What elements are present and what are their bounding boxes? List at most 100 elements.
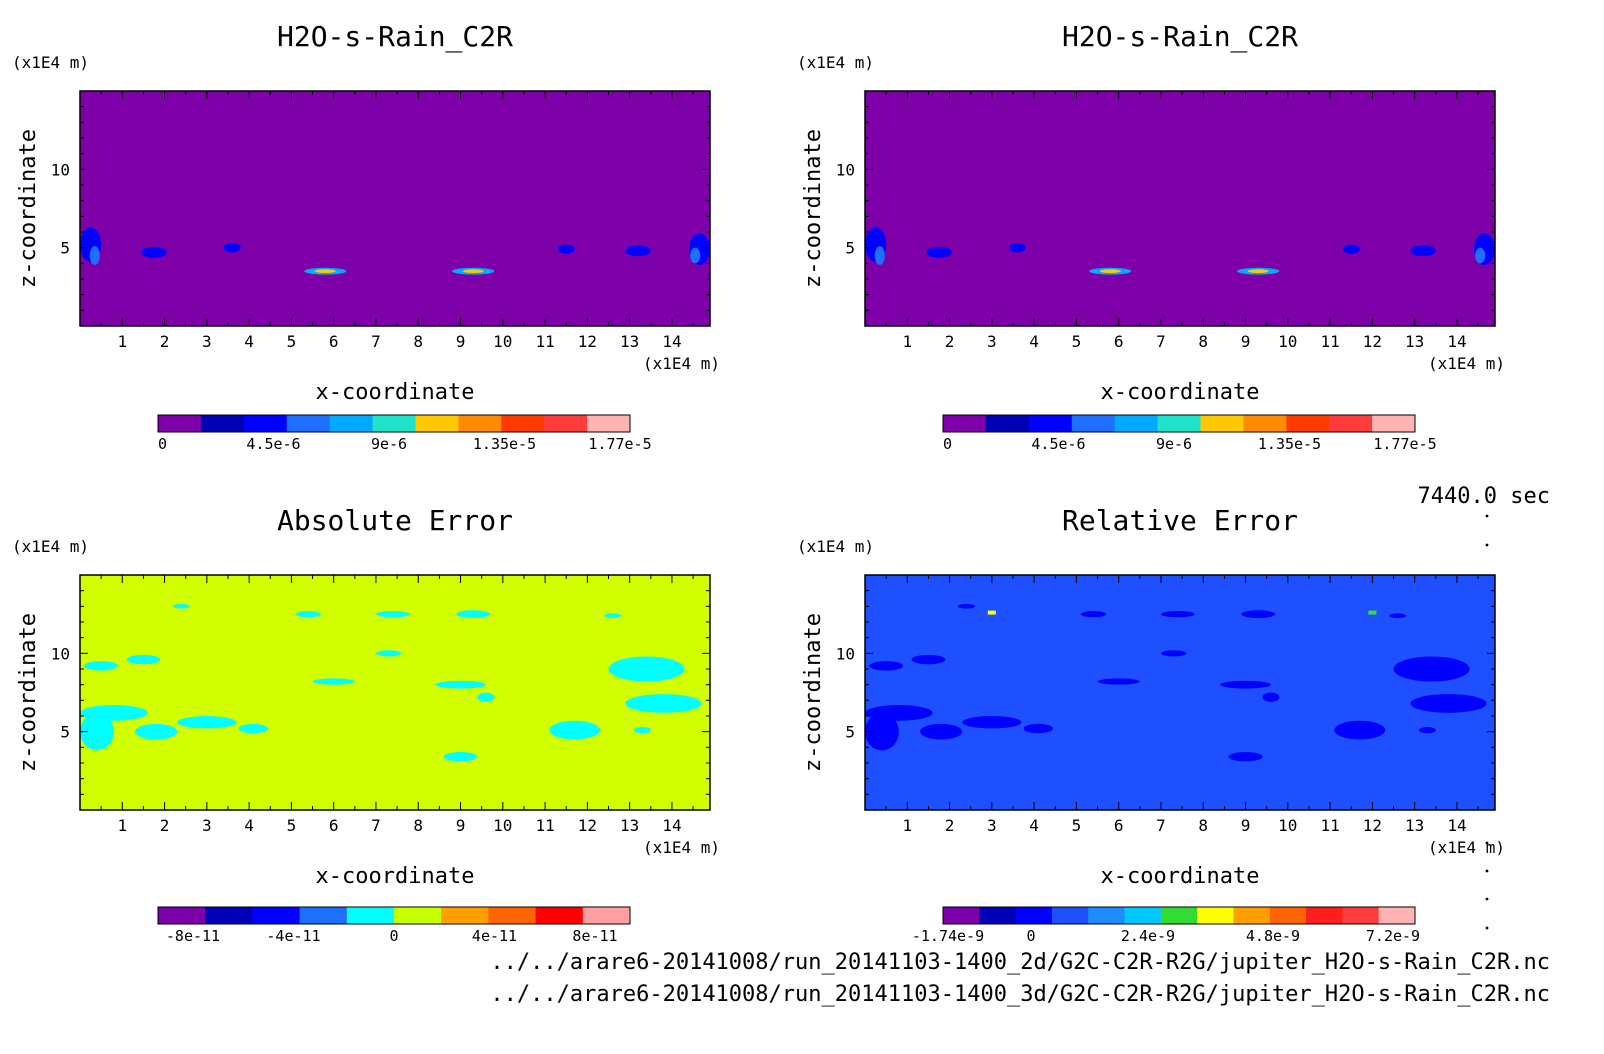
colorbar-label: 4.8e-9 [1246, 927, 1300, 945]
x-tick-label: 4 [1029, 332, 1039, 351]
colorbar [942, 906, 1416, 925]
contour-blob [1228, 752, 1263, 762]
x-tick-label: 11 [1320, 332, 1339, 351]
x-tick-label: 4 [244, 332, 254, 351]
colorbar-swatch [1124, 907, 1162, 924]
contour-blob [1418, 726, 1436, 734]
chart-title: H2O-s-Rain_C2R [277, 20, 513, 54]
x-tick-label: 7 [1156, 816, 1166, 835]
margin-dot [1485, 514, 1489, 518]
plot-field [865, 91, 1495, 326]
plot-field [80, 91, 710, 326]
contour-blob [1410, 245, 1436, 257]
contour-blob [375, 611, 410, 618]
colorbar-label: 9e-6 [371, 435, 407, 453]
x-tick-label: 3 [987, 332, 997, 351]
y-unit-label: (x1E4 m) [12, 53, 89, 72]
contour-blob [625, 245, 651, 257]
contour-regions [865, 603, 1487, 762]
x-tick-label: 7 [371, 816, 381, 835]
x-tick-label: 11 [1320, 816, 1339, 835]
x-tick-label: 6 [329, 816, 339, 835]
x-tick-label: 3 [202, 816, 212, 835]
contour-blob [608, 656, 685, 682]
colorbar-swatch [415, 415, 459, 432]
colorbar-swatch [372, 415, 416, 432]
colorbar-swatch [1071, 415, 1116, 432]
colorbar-swatch [1160, 907, 1198, 924]
x-tick-label: 8 [1198, 332, 1208, 351]
x-tick-label: 1 [117, 332, 127, 351]
x-tick-label: 10 [1278, 332, 1297, 351]
colorbar-swatch [329, 415, 374, 432]
x-tick-label: 9 [1241, 332, 1251, 351]
colorbar-swatch [1306, 907, 1343, 924]
colorbar-label: 4e-11 [472, 927, 517, 945]
colorbar-swatch [394, 907, 442, 924]
x-tick-label: 12 [578, 816, 597, 835]
y-axis-label: z-coordinate [16, 129, 41, 288]
x-tick-label: 7 [1156, 332, 1166, 351]
contour-blob [312, 678, 355, 685]
x-tick-label: 4 [244, 816, 254, 835]
chart-title: Absolute Error [277, 504, 513, 537]
colorbar-swatch [1372, 415, 1416, 432]
colorbar-label: -1.74e-9 [912, 927, 984, 945]
contour-blob [1097, 678, 1140, 685]
colorbar-swatch [1233, 907, 1271, 924]
x-tick-label: 13 [1405, 816, 1424, 835]
chart-title: Relative Error [1062, 504, 1298, 537]
x-tick-label: 1 [902, 332, 912, 351]
margin-dot [1485, 543, 1489, 547]
y-unit-label: (x1E4 m) [12, 537, 89, 556]
colorbar-label: 0 [158, 435, 167, 453]
plot-field [80, 575, 710, 810]
margin-dot [1485, 897, 1489, 901]
colorbar-swatch [1329, 415, 1373, 432]
colorbar [942, 414, 1416, 433]
x-axis-label: x-coordinate [1101, 380, 1260, 405]
contour-blob [1220, 680, 1271, 689]
contour-blob [1008, 242, 1026, 253]
colorbar-swatch [299, 907, 348, 924]
x-axis-label: x-coordinate [316, 864, 475, 889]
colorbar-label: 0 [1026, 927, 1035, 945]
colorbar-label: 1.77e-5 [1373, 435, 1436, 453]
colorbar-swatch [441, 907, 489, 924]
colorbar-swatch [200, 415, 245, 432]
contour-blob [456, 610, 491, 619]
x-tick-label: 4 [1029, 816, 1039, 835]
x-tick-label: 2 [160, 332, 170, 351]
contour-blob [1389, 613, 1407, 619]
colorbar-swatch [286, 415, 331, 432]
colorbar-label: 0 [943, 435, 952, 453]
contour-blob [1247, 269, 1269, 274]
contour-blob [1368, 610, 1377, 615]
plot-frame [864, 90, 1496, 327]
x-tick-label: 12 [1363, 816, 1382, 835]
x-tick-label: 9 [456, 816, 466, 835]
y-axis-label: z-coordinate [801, 129, 826, 288]
x-tick-label: 9 [1241, 816, 1251, 835]
colorbar-swatch [158, 907, 206, 924]
x-tick-label: 10 [493, 816, 512, 835]
contour-blob [1262, 692, 1280, 702]
x-tick-label: 12 [1363, 332, 1382, 351]
colorbar-swatch [1342, 907, 1380, 924]
contour-blob [1410, 694, 1487, 713]
contour-blob [690, 247, 701, 264]
colorbar-label: 1.35e-5 [473, 435, 536, 453]
colorbar-swatch [1114, 415, 1159, 432]
contour-blob [926, 246, 952, 258]
colorbar-swatch [1269, 907, 1307, 924]
contour-blob [1099, 269, 1121, 274]
margin-dot [1485, 926, 1489, 930]
x-tick-label: 5 [287, 332, 297, 351]
x-tick-label: 8 [1198, 816, 1208, 835]
x-tick-label: 2 [160, 816, 170, 835]
x-tick-label: 9 [456, 332, 466, 351]
contour-blob [987, 610, 996, 615]
contour-blob [80, 712, 114, 751]
contour-regions [80, 603, 702, 762]
x-tick-label: 6 [329, 332, 339, 351]
